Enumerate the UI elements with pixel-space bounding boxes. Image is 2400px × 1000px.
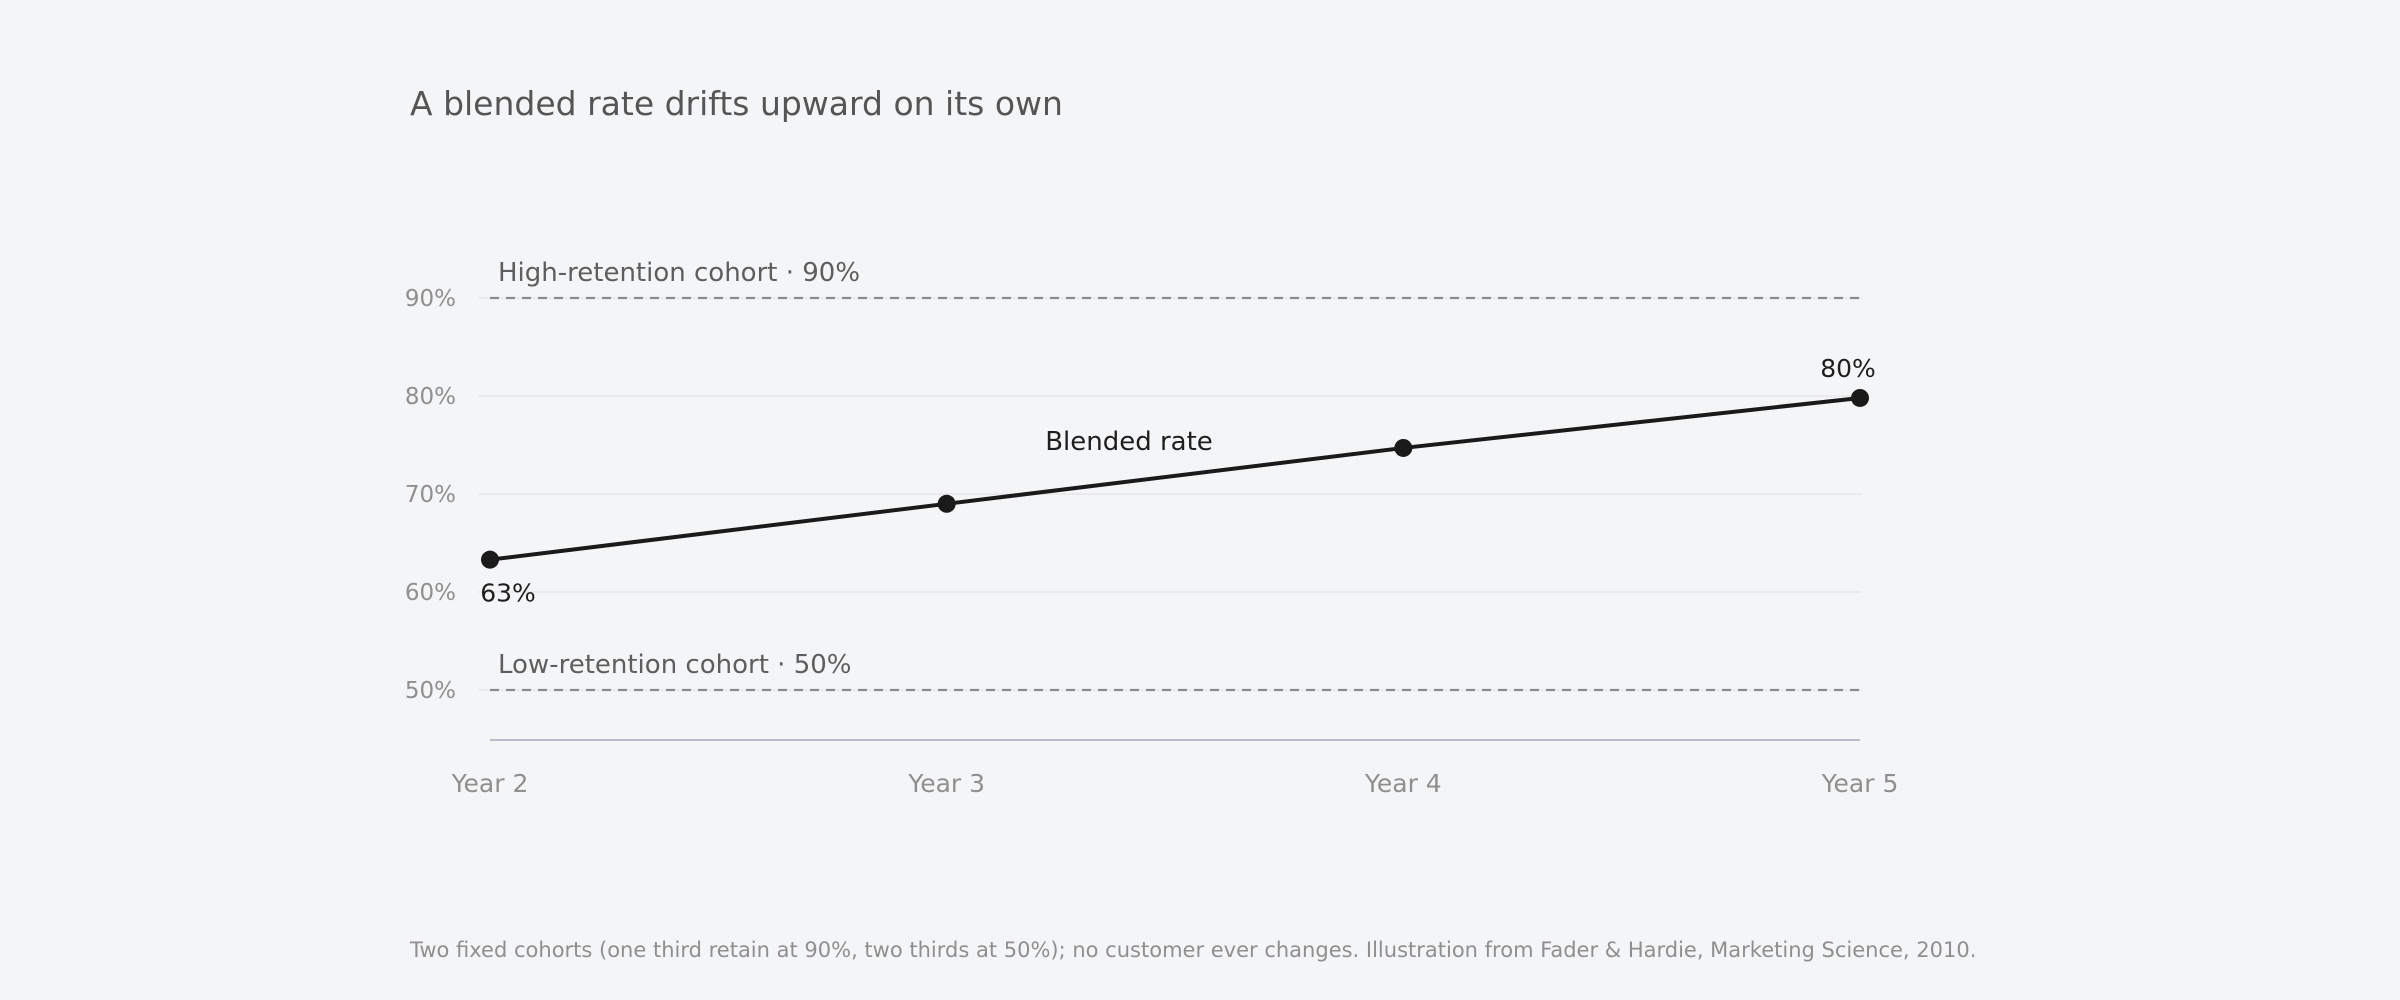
reference-line-label: High-retention cohort · 90% xyxy=(498,258,860,288)
data-point xyxy=(937,494,956,513)
y-tick-label: 70% xyxy=(405,482,456,508)
data-labels: Blended rate 63% 80% xyxy=(480,354,1876,608)
data-point xyxy=(1394,438,1413,457)
x-tick-label: Year 2 xyxy=(451,769,529,798)
series-line xyxy=(489,395,1861,562)
y-tick-label: 50% xyxy=(405,678,456,704)
series-name-label: Blended rate xyxy=(1045,427,1213,457)
y-tick-label: 90% xyxy=(405,286,456,312)
data-point xyxy=(1851,388,1869,407)
reference-line-label: Low-retention cohort · 50% xyxy=(498,650,852,680)
data-point xyxy=(481,550,499,569)
reference-lines: High-retention cohort · 90% Low-retention… xyxy=(490,258,1860,692)
x-tick-label: Year 5 xyxy=(1821,769,1899,798)
footnote: Two fixed cohorts (one third retain at 9… xyxy=(410,938,1977,962)
chart-title: A blended rate drifts upward on its own xyxy=(410,84,1063,123)
x-tick-label: Year 4 xyxy=(1364,769,1442,798)
y-axis-ticks: 50% 60% 70% 80% 90% xyxy=(405,286,456,704)
gridlines xyxy=(478,297,1862,691)
x-tick-label: Year 3 xyxy=(907,769,985,798)
x-axis-ticks: Year 2 Year 3 Year 4 Year 5 xyxy=(451,769,1899,798)
y-tick-label: 80% xyxy=(405,384,456,410)
series-blended-rate xyxy=(481,388,1869,569)
data-label-first: 63% xyxy=(480,579,536,608)
data-label-last: 80% xyxy=(1820,354,1876,383)
y-tick-label: 60% xyxy=(405,580,456,606)
